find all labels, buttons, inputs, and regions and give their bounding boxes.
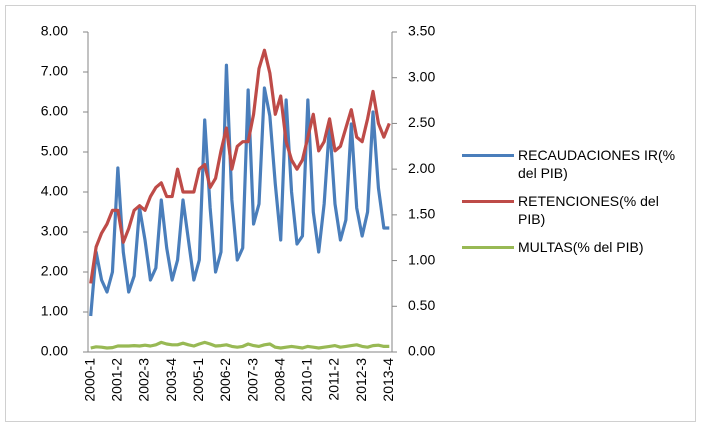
y-tick-label: 2.00	[41, 263, 68, 279]
y-tick-label: 0.00	[41, 343, 68, 359]
legend-label: MULTAS(% del PIB)	[518, 239, 644, 255]
y-tick-label: 5.00	[41, 143, 68, 159]
y2-tick-label: 3.00	[408, 68, 435, 84]
y-tick-label: 8.00	[41, 23, 68, 39]
y-tick-label: 4.00	[41, 183, 68, 199]
x-tick-label: 2007-3	[244, 358, 260, 402]
x-tick-label: 2005-1	[190, 358, 206, 402]
y2-tick-label: 1.50	[408, 206, 435, 222]
x-tick-label: 2011-2	[326, 358, 342, 401]
x-tick-label: 2002-3	[136, 358, 152, 402]
y2-tick-label: 0.00	[408, 343, 435, 359]
legend-item: RECAUDACIONES IR(% del PIB)	[462, 146, 687, 182]
x-tick-label: 2006-2	[217, 358, 233, 402]
x-tick-label: 2000-1	[81, 358, 97, 402]
chart-border	[5, 5, 696, 422]
legend-swatch	[462, 200, 514, 203]
y2-tick-label: 0.50	[408, 297, 435, 313]
series-line	[89, 63, 390, 317]
y2-tick-label: 2.00	[408, 160, 435, 176]
x-tick-label: 2012-3	[353, 358, 369, 402]
series-line	[89, 48, 391, 284]
x-tick-label: 2008-4	[271, 358, 287, 402]
x-tick-label: 2010-1	[299, 358, 315, 402]
series-line	[90, 340, 390, 350]
legend-swatch	[462, 154, 514, 157]
legend-item: MULTAS(% del PIB)	[462, 238, 687, 256]
legend: RECAUDACIONES IR(% del PIB) RETENCIONES(%…	[462, 146, 687, 266]
y-tick-label: 6.00	[41, 103, 68, 119]
y-tick-label: 3.00	[41, 223, 68, 239]
y-tick-label: 1.00	[41, 303, 68, 319]
legend-label: RETENCIONES(% del PIB)	[518, 193, 659, 227]
x-tick-label: 2001-2	[109, 358, 125, 402]
x-tick-label: 2003-4	[163, 358, 179, 402]
x-tick-label: 2013-4	[380, 358, 396, 402]
y2-tick-label: 2.50	[408, 114, 435, 130]
y2-tick-label: 1.00	[408, 251, 435, 267]
y-tick-label: 7.00	[41, 63, 68, 79]
legend-swatch	[462, 246, 514, 249]
y2-tick-label: 3.50	[408, 23, 435, 39]
legend-item: RETENCIONES(% del PIB)	[462, 192, 687, 228]
legend-label: RECAUDACIONES IR(% del PIB)	[518, 147, 676, 181]
